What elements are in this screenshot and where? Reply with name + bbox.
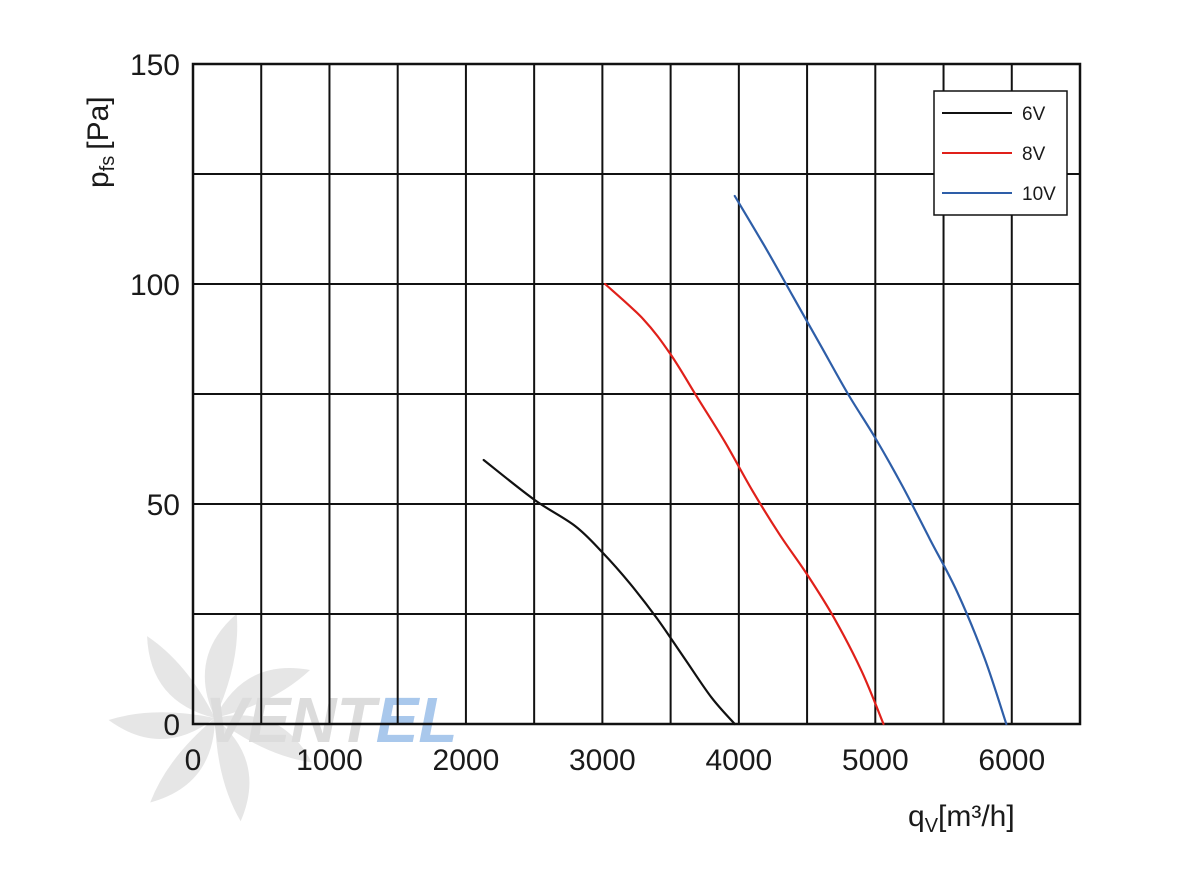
watermark-blade xyxy=(150,718,215,803)
watermark-blade xyxy=(204,613,238,718)
x-axis-label-main: q xyxy=(908,800,925,833)
y-tick-label: 0 xyxy=(163,709,180,742)
legend: 6V 8V 10V xyxy=(933,90,1068,216)
legend-label-6v: 6V xyxy=(1022,104,1046,125)
watermark-blade xyxy=(215,718,250,822)
legend-label-8v: 8V xyxy=(1022,144,1046,165)
watermark-text-accent: EL xyxy=(376,684,458,756)
watermark-text: VENTEL xyxy=(205,684,457,756)
y-axis-label-sub: fs xyxy=(97,156,119,172)
y-tick-label: 100 xyxy=(130,269,180,302)
x-axis-label: qV[m³/h] xyxy=(908,800,1015,837)
watermark-text-main: VENT xyxy=(205,684,381,756)
watermark-blade xyxy=(215,668,310,718)
x-tick-label: 6000 xyxy=(978,744,1045,777)
x-tick-label: 0 xyxy=(185,744,202,777)
y-axis-label-unit: [Pa] xyxy=(82,96,115,149)
series-group xyxy=(482,194,1008,726)
y-tick-label: 50 xyxy=(147,489,180,522)
x-axis-label-sub: V xyxy=(925,815,939,837)
y-tick-labels: 0 50 100 150 xyxy=(130,49,180,742)
watermark-blade xyxy=(215,715,312,763)
x-tick-labels: 0 1000 2000 3000 4000 5000 6000 xyxy=(185,744,1045,777)
plot-frame xyxy=(191,62,1082,726)
watermark-logo: VENTEL xyxy=(108,613,457,822)
x-tick-label: 3000 xyxy=(569,744,636,777)
y-tick-label: 150 xyxy=(130,49,180,82)
series-line-10v xyxy=(733,194,1008,726)
watermark-blade xyxy=(147,636,215,718)
series-line-8v xyxy=(604,282,885,726)
x-tick-label: 2000 xyxy=(433,744,500,777)
y-axis-label-main: p xyxy=(82,171,115,188)
grid xyxy=(191,62,1082,726)
x-axis-label-unit: [m³/h] xyxy=(938,800,1015,833)
x-tick-label: 1000 xyxy=(296,744,363,777)
legend-label-10v: 10V xyxy=(1022,184,1056,205)
watermark-blade xyxy=(108,712,215,740)
x-tick-label: 5000 xyxy=(842,744,909,777)
y-axis-label: pfs [Pa] xyxy=(82,96,119,188)
x-tick-label: 4000 xyxy=(705,744,772,777)
series-line-6v xyxy=(482,458,736,726)
